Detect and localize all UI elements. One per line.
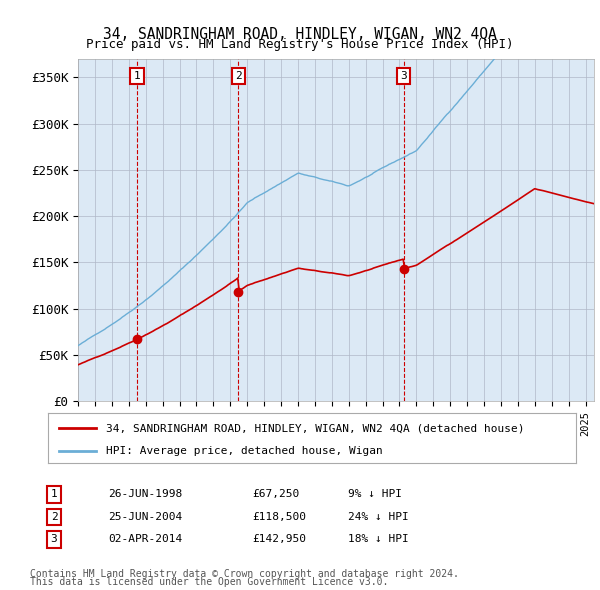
Text: Contains HM Land Registry data © Crown copyright and database right 2024.: Contains HM Land Registry data © Crown c… [30, 569, 459, 579]
Text: 34, SANDRINGHAM ROAD, HINDLEY, WIGAN, WN2 4QA: 34, SANDRINGHAM ROAD, HINDLEY, WIGAN, WN… [103, 27, 497, 41]
Text: 2: 2 [50, 512, 58, 522]
Text: 2: 2 [235, 71, 242, 81]
Text: 1: 1 [133, 71, 140, 81]
Text: 9% ↓ HPI: 9% ↓ HPI [348, 490, 402, 499]
Text: 02-APR-2014: 02-APR-2014 [108, 535, 182, 544]
Text: 26-JUN-1998: 26-JUN-1998 [108, 490, 182, 499]
Text: 25-JUN-2004: 25-JUN-2004 [108, 512, 182, 522]
Text: HPI: Average price, detached house, Wigan: HPI: Average price, detached house, Wiga… [106, 445, 383, 455]
Text: 1: 1 [50, 490, 58, 499]
Text: 3: 3 [50, 535, 58, 544]
Text: Price paid vs. HM Land Registry's House Price Index (HPI): Price paid vs. HM Land Registry's House … [86, 38, 514, 51]
Text: £67,250: £67,250 [252, 490, 299, 499]
Text: 3: 3 [400, 71, 407, 81]
Text: 34, SANDRINGHAM ROAD, HINDLEY, WIGAN, WN2 4QA (detached house): 34, SANDRINGHAM ROAD, HINDLEY, WIGAN, WN… [106, 423, 524, 433]
Text: 18% ↓ HPI: 18% ↓ HPI [348, 535, 409, 544]
Text: 24% ↓ HPI: 24% ↓ HPI [348, 512, 409, 522]
Text: £118,500: £118,500 [252, 512, 306, 522]
Text: This data is licensed under the Open Government Licence v3.0.: This data is licensed under the Open Gov… [30, 577, 388, 587]
Text: £142,950: £142,950 [252, 535, 306, 544]
